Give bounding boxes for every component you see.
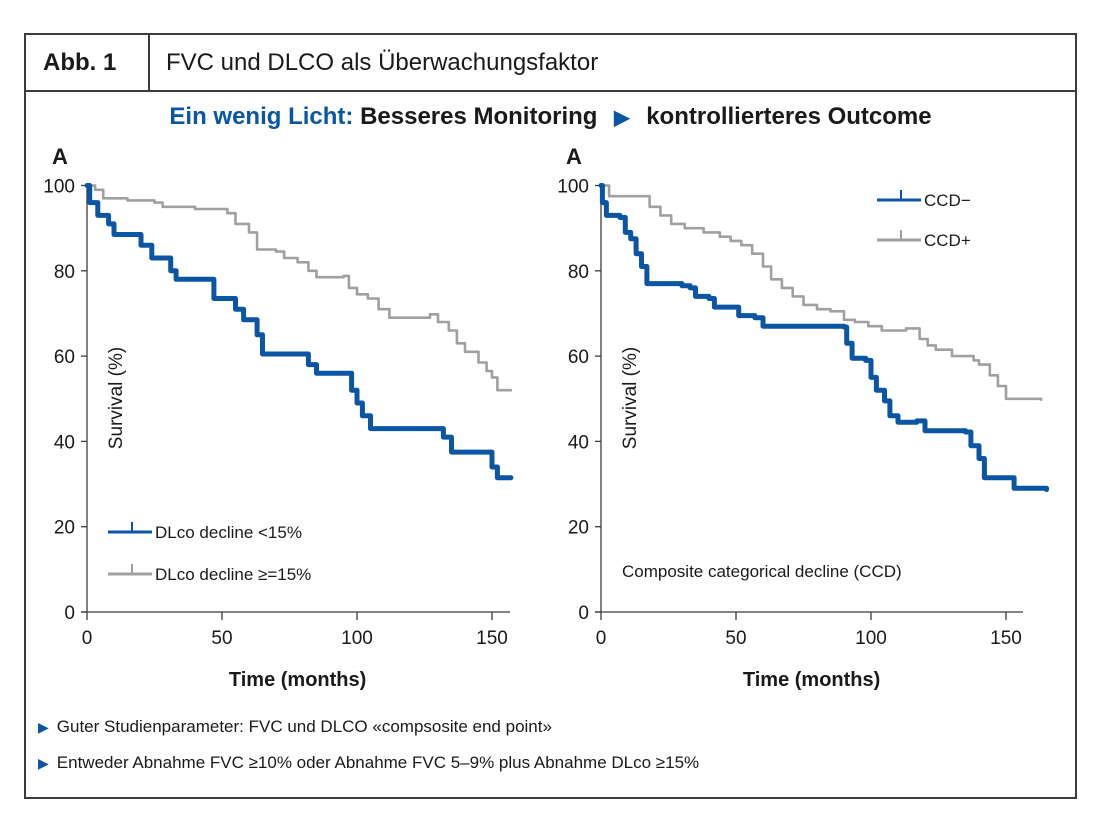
- bullet-item: ▶ Guter Studienparameter: FVC und DLCO «c…: [38, 713, 699, 749]
- y-tick-label: 20: [568, 518, 589, 539]
- y-tick-label: 100: [557, 177, 589, 198]
- y-tick-label: 40: [568, 432, 589, 453]
- figure-title: FVC und DLCO als Überwachungsfaktor: [166, 49, 599, 76]
- triangle-right-icon: ▶: [38, 755, 49, 771]
- headline: Ein wenig Licht: Besseres Monitoring ▶ k…: [26, 103, 1075, 131]
- bullet-list: ▶ Guter Studienparameter: FVC und DLCO «c…: [38, 713, 699, 785]
- y-tick-label: 0: [64, 603, 75, 624]
- x-axis-title: Time (months): [743, 669, 880, 691]
- chart-ccd: 0 20 40 60 80 100 0 50 100 150 A Time (months) Survi…: [557, 144, 1049, 691]
- x-tick-label: 0: [82, 628, 93, 649]
- headline-highlight: Ein wenig Licht:: [169, 103, 354, 130]
- y-tick-label: 100: [43, 177, 75, 198]
- y-tick-label: 60: [568, 347, 589, 368]
- y-tick-label: 0: [578, 603, 589, 624]
- headline-part2: kontrollierteres Outcome: [646, 103, 932, 130]
- x-tick-label: 150: [476, 628, 508, 649]
- y-axis-title: Survival (%): [620, 347, 641, 449]
- y-tick-label: 80: [54, 262, 75, 283]
- x-tick-label: 150: [990, 628, 1022, 649]
- legend-item: CCD+: [877, 230, 971, 250]
- figure-titlebar: Abb. 1 FVC und DLCO als Überwachungsfakt…: [26, 35, 1075, 92]
- y-axis-title: Survival (%): [106, 347, 127, 449]
- headline-part1: Besseres Monitoring: [360, 103, 598, 130]
- x-axis-title: Time (months): [229, 669, 366, 691]
- legend-label: DLco decline <15%: [155, 523, 302, 542]
- x-tick-label: 50: [211, 628, 232, 649]
- x-tick-label: 0: [596, 628, 607, 649]
- bullet-item: ▶ Entweder Abnahme FVC ≥10% oder Abnahme …: [38, 749, 699, 785]
- chart-annotation: Composite categorical decline (CCD): [622, 562, 902, 581]
- series-line-secondary: [85, 184, 513, 392]
- legend-item: DLco decline ≥=15%: [108, 564, 311, 584]
- legend-label: CCD−: [924, 191, 971, 210]
- y-tick-label: 80: [568, 262, 589, 283]
- legend-item: DLco decline <15%: [108, 522, 302, 542]
- series-line-secondary: [599, 184, 1043, 401]
- x-tick-label: 50: [725, 628, 746, 649]
- chart-dlco: 0 20 40 60 80 100 0 50 100 150 A Time (months) Survi…: [43, 144, 514, 691]
- series-line-primary: [84, 183, 514, 481]
- figure-frame: Abb. 1 FVC und DLCO als Überwachungsfakt…: [24, 33, 1077, 799]
- y-tick-label: 60: [54, 347, 75, 368]
- panel-letter: A: [52, 144, 68, 169]
- series-line-primary: [598, 183, 1049, 493]
- panel-letter: A: [566, 144, 582, 169]
- arrow-right-icon: ▶: [614, 107, 630, 129]
- triangle-right-icon: ▶: [38, 719, 49, 735]
- legend-label: DLco decline ≥=15%: [155, 565, 311, 584]
- legend-label: CCD+: [924, 231, 971, 250]
- x-tick-label: 100: [341, 628, 373, 649]
- figure-label: Abb. 1: [26, 35, 150, 90]
- x-tick-label: 100: [855, 628, 887, 649]
- bullet-text: Guter Studienparameter: FVC und DLCO «co…: [56, 717, 552, 736]
- y-tick-label: 40: [54, 432, 75, 453]
- legend-item: CCD−: [877, 190, 971, 210]
- bullet-text: Entweder Abnahme FVC ≥10% oder Abnahme F…: [56, 753, 700, 772]
- y-tick-label: 20: [54, 518, 75, 539]
